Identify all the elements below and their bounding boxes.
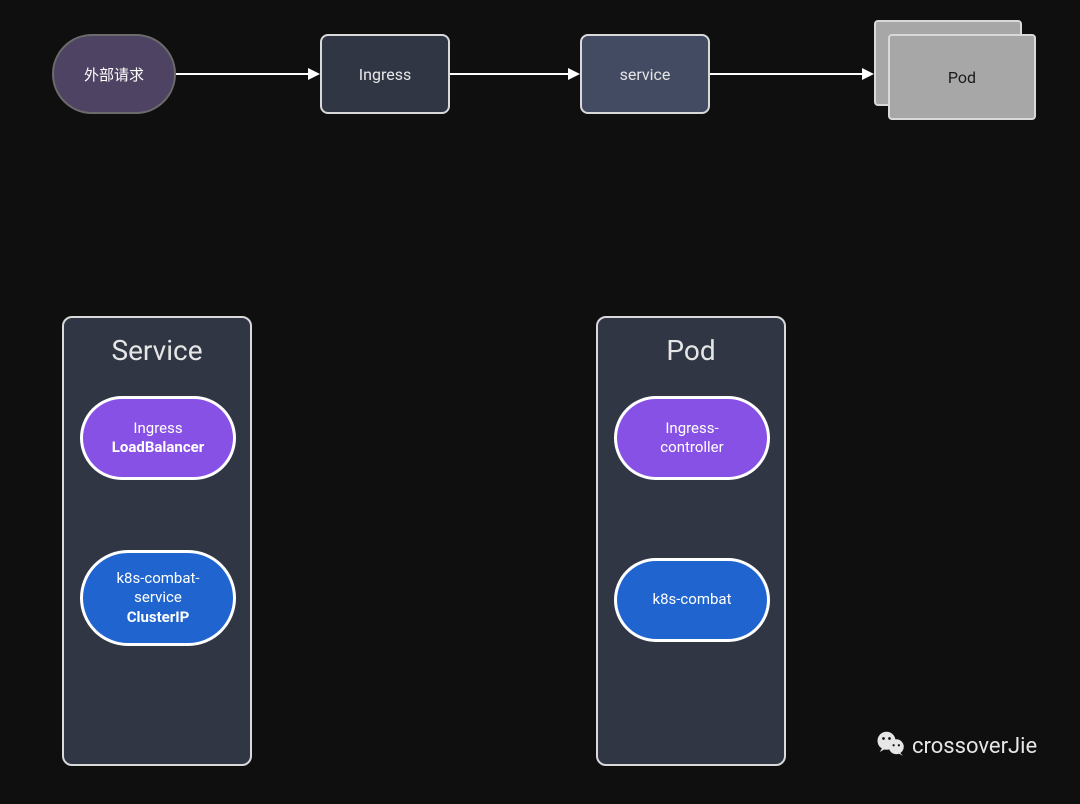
container-service: Service — [62, 316, 252, 766]
wechat-icon — [876, 730, 906, 762]
node-pod-front: Pod — [888, 34, 1036, 120]
node-label: Pod — [948, 68, 976, 87]
watermark-text: crossoverJie — [912, 734, 1037, 759]
node-external-request: 外部请求 — [52, 34, 176, 114]
watermark: crossoverJie — [876, 730, 1037, 762]
pill-line: controller — [660, 438, 723, 458]
node-ingress: Ingress — [320, 34, 450, 114]
pill-ingress-controller: Ingress- controller — [614, 396, 770, 480]
pill-line: ClusterIP — [127, 608, 190, 628]
pill-k8s-combat-service-clusterip: k8s-combat- service ClusterIP — [80, 550, 236, 646]
pill-ingress-loadbalancer: Ingress LoadBalancer — [80, 396, 236, 480]
diagram-canvas: 外部请求 Ingress service Pod Service Ingress… — [0, 0, 1080, 804]
pill-line: k8s-combat — [653, 590, 732, 610]
arrow-external-ingress — [176, 64, 320, 84]
pill-line: Ingress- — [665, 419, 718, 439]
pill-line: k8s-combat- — [116, 569, 199, 589]
pill-line: Ingress — [133, 419, 182, 439]
node-label: Ingress — [359, 65, 411, 84]
container-title: Service — [111, 318, 202, 367]
node-label: service — [620, 65, 671, 84]
pill-k8s-combat: k8s-combat — [614, 558, 770, 642]
node-label: 外部请求 — [84, 64, 144, 85]
arrow-ingress-service — [450, 64, 580, 84]
container-pod: Pod — [596, 316, 786, 766]
pill-line: LoadBalancer — [112, 438, 204, 458]
pill-line: service — [134, 588, 182, 608]
container-title: Pod — [666, 318, 715, 367]
arrow-service-pod — [710, 64, 874, 84]
node-service: service — [580, 34, 710, 114]
